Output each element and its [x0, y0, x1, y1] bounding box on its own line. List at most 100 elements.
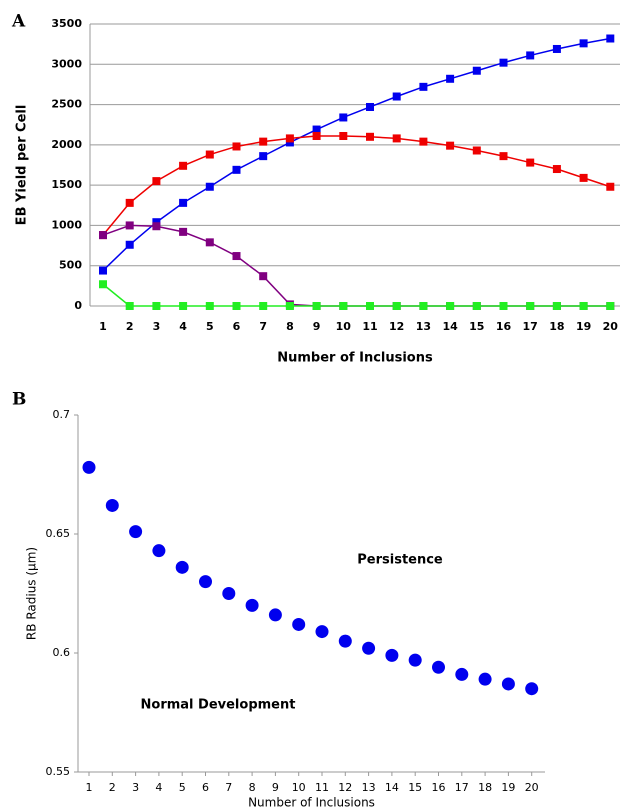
- marker: [392, 302, 401, 310]
- marker: [499, 152, 508, 161]
- x-tick-label: 14: [442, 320, 458, 333]
- marker: [366, 132, 374, 141]
- point: [82, 460, 96, 474]
- marker: [392, 134, 401, 143]
- x-tick-label: 2: [126, 320, 134, 333]
- marker: [499, 58, 508, 67]
- point: [408, 653, 422, 667]
- marker: [99, 280, 107, 289]
- y-tick-label: 0.55: [46, 765, 71, 778]
- point: [105, 498, 119, 512]
- marker: [579, 39, 588, 48]
- x-tick-label: 20: [525, 781, 539, 794]
- y-axis-title: RB Radius (µm): [25, 547, 39, 640]
- x-tick-label: 17: [523, 320, 538, 333]
- marker: [259, 152, 268, 161]
- x-tick-label: 6: [202, 781, 209, 794]
- y-tick-label: 500: [59, 259, 82, 272]
- y-axis-title: EB Yield per Cell: [15, 105, 30, 226]
- marker: [472, 302, 481, 310]
- x-tick-label: 13: [362, 781, 376, 794]
- x-tick-label: 13: [416, 320, 431, 333]
- marker: [366, 102, 374, 111]
- marker: [339, 131, 348, 140]
- marker: [579, 302, 588, 310]
- marker: [552, 44, 561, 53]
- x-tick-label: 4: [155, 781, 162, 794]
- marker: [419, 82, 428, 91]
- panel-label: B: [12, 390, 26, 410]
- marker: [205, 302, 214, 310]
- marker: [125, 240, 134, 249]
- marker: [579, 173, 588, 182]
- marker: [232, 302, 241, 310]
- marker: [339, 302, 348, 310]
- point: [315, 625, 329, 639]
- point: [175, 560, 189, 574]
- point: [222, 587, 236, 600]
- marker: [526, 302, 535, 310]
- point: [292, 617, 306, 631]
- x-tick-label: 20: [603, 320, 619, 333]
- marker: [606, 302, 615, 310]
- y-tick-label: 0.6: [53, 646, 71, 659]
- marker: [125, 221, 134, 230]
- x-tick-label: 9: [313, 320, 321, 333]
- x-tick-label: 18: [478, 781, 492, 794]
- marker: [472, 66, 481, 75]
- marker: [446, 302, 455, 310]
- x-tick-label: 19: [501, 781, 515, 794]
- x-tick-label: 10: [292, 781, 306, 794]
- x-tick-label: 18: [549, 320, 564, 333]
- marker: [259, 137, 268, 146]
- y-tick-label: 2500: [51, 98, 82, 111]
- x-axis-title: Number of Inclusions: [248, 796, 375, 810]
- marker: [285, 302, 294, 310]
- marker: [312, 302, 321, 310]
- point: [478, 672, 492, 686]
- y-tick-label: 2000: [51, 138, 82, 151]
- x-tick-label: 2: [109, 781, 116, 794]
- x-tick-label: 15: [469, 320, 484, 333]
- x-tick-label: 1: [99, 320, 107, 333]
- marker: [179, 161, 188, 170]
- marker: [125, 302, 134, 310]
- marker: [499, 302, 508, 310]
- x-tick-label: 6: [233, 320, 241, 333]
- x-tick-label: 4: [179, 320, 187, 333]
- panel-label: A: [11, 12, 26, 32]
- x-tick-label: 11: [362, 320, 377, 333]
- series-line: [102, 37, 611, 272]
- x-tick-label: 10: [336, 320, 352, 333]
- x-tick-label: 8: [286, 320, 294, 333]
- marker: [446, 74, 455, 83]
- point: [199, 575, 212, 589]
- x-tick-label: 7: [225, 781, 232, 794]
- point: [129, 525, 143, 539]
- marker: [152, 222, 161, 231]
- y-tick-label: 1000: [51, 218, 82, 231]
- x-tick-label: 16: [496, 320, 512, 333]
- x-tick-label: 3: [153, 320, 161, 333]
- x-tick-label: 5: [206, 320, 214, 333]
- point: [268, 608, 282, 622]
- marker: [552, 165, 561, 174]
- marker: [472, 146, 481, 155]
- marker: [232, 142, 241, 151]
- annotation: Persistence: [357, 553, 443, 568]
- x-tick-label: 12: [338, 781, 352, 794]
- marker: [232, 165, 241, 174]
- marker: [99, 231, 107, 240]
- point: [525, 682, 539, 696]
- marker: [419, 137, 428, 146]
- marker: [259, 302, 268, 310]
- x-tick-label: 14: [385, 781, 399, 794]
- x-tick-label: 3: [132, 781, 139, 794]
- marker: [312, 131, 321, 140]
- y-tick-label: 3500: [51, 17, 82, 30]
- x-tick-label: 8: [249, 781, 256, 794]
- x-tick-label: 17: [455, 781, 469, 794]
- marker: [552, 302, 561, 310]
- x-tick-label: 16: [432, 781, 446, 794]
